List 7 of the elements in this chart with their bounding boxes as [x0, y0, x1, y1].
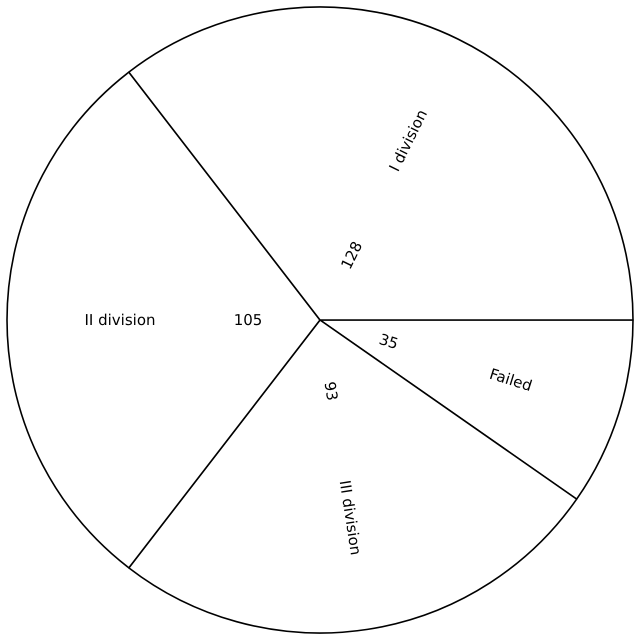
slice-label: Failed [487, 364, 534, 396]
data-label: 128 [337, 238, 366, 272]
data-label: 93 [320, 380, 342, 402]
slice-label: II division [84, 311, 156, 329]
data-label: 105 [234, 311, 262, 329]
data-label: 35 [376, 330, 400, 354]
slice-label: III division [336, 479, 365, 556]
